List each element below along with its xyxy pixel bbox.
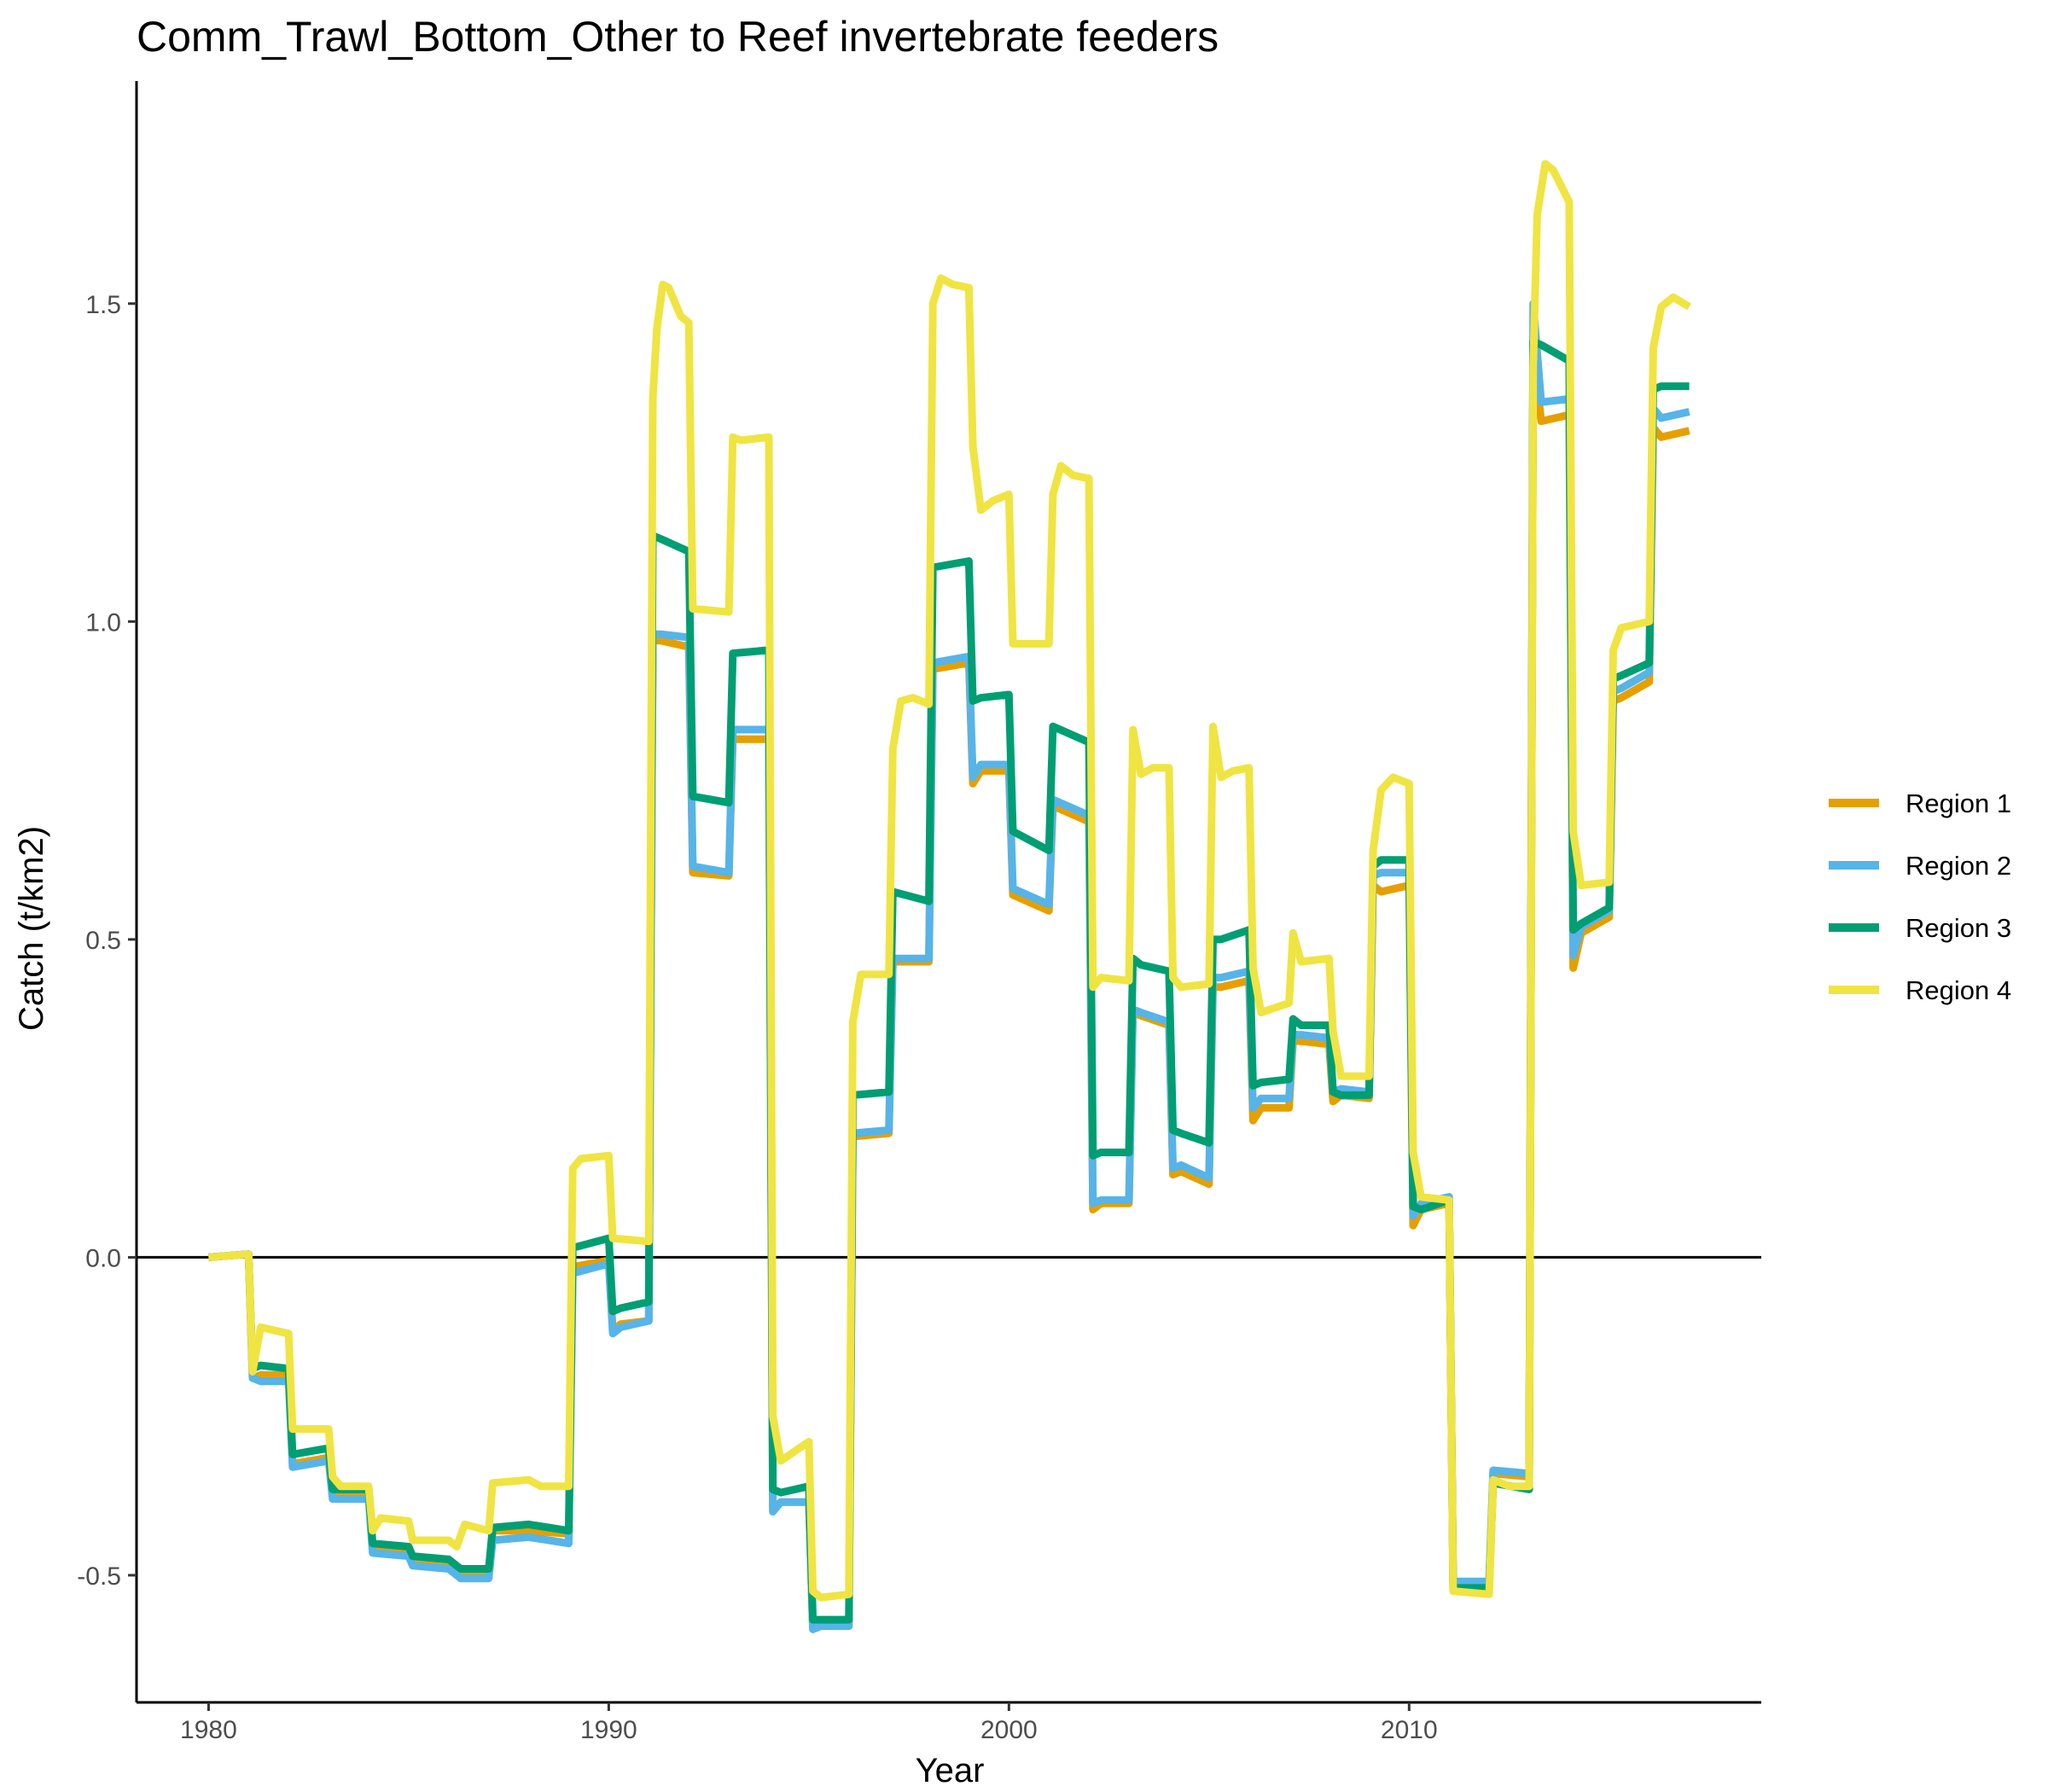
chart-title: Comm_Trawl_Bottom_Other to Reef inverteb… — [137, 13, 1219, 61]
legend-label-region-3: Region 3 — [1905, 913, 2011, 943]
legend: Region 1 Region 2 Region 3 Region 4 — [1829, 788, 2011, 1005]
x-tick-label: 1990 — [580, 1716, 637, 1744]
plot-area — [137, 160, 1761, 1633]
y-tick-label: 1.5 — [85, 291, 121, 319]
x-tick-label: 2010 — [1381, 1716, 1438, 1744]
y-axis-title: Catch (t/km2) — [13, 826, 50, 1031]
y-tick-label: 0.5 — [85, 927, 121, 955]
x-axis-title: Year — [916, 1752, 985, 1789]
axes: 1980 1990 2000 2010 -0.5 0.0 0.5 1.0 1.5 — [77, 81, 1761, 1744]
y-tick-label: 1.0 — [85, 608, 121, 637]
series-line-region-2 — [208, 300, 1690, 1633]
y-tick-label: 0.0 — [85, 1244, 121, 1272]
x-tick-label: 2000 — [980, 1716, 1038, 1744]
series-line-region-3 — [208, 338, 1690, 1624]
x-tick-label: 1980 — [180, 1716, 237, 1744]
series-line-region-1 — [208, 344, 1690, 1633]
y-tick-label: -0.5 — [77, 1562, 121, 1591]
legend-label-region-1: Region 1 — [1905, 788, 2011, 818]
series-line-region-4 — [208, 160, 1691, 1602]
legend-label-region-2: Region 2 — [1905, 851, 2011, 881]
legend-label-region-4: Region 4 — [1905, 975, 2011, 1005]
